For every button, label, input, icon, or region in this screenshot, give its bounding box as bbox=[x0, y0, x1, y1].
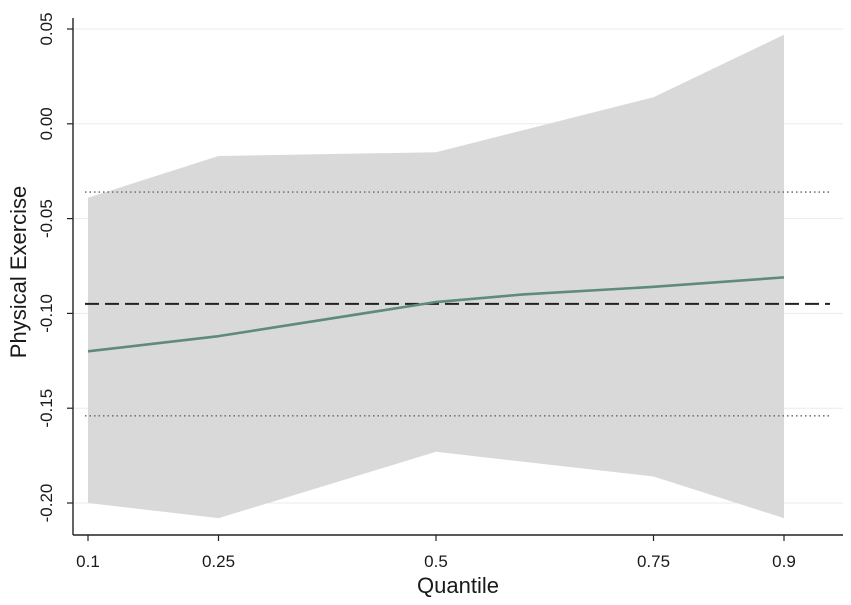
x-tick-label-1: 0.25 bbox=[202, 552, 235, 571]
reference-lines bbox=[85, 191, 830, 417]
confidence-band-area bbox=[88, 34, 784, 519]
y-tick-label-4: 0.00 bbox=[37, 107, 56, 140]
confidence-band bbox=[88, 34, 784, 519]
y-axis-ticks: -0.20 -0.15 -0.10 -0.05 0.00 0.05 bbox=[37, 12, 73, 522]
x-tick-label-2: 0.5 bbox=[424, 552, 448, 571]
quantile-coefficient-line bbox=[87, 276, 785, 353]
axes bbox=[72, 18, 843, 536]
x-axis-title: Quantile bbox=[417, 573, 499, 598]
y-tick-label-3: -0.05 bbox=[37, 199, 56, 238]
x-tick-label-4: 0.9 bbox=[772, 552, 796, 571]
x-tick-label-0: 0.1 bbox=[76, 552, 100, 571]
y-tick-label-0: -0.20 bbox=[37, 484, 56, 523]
coefficient-line bbox=[87, 276, 785, 353]
y-tick-label-2: -0.10 bbox=[37, 294, 56, 333]
y-tick-label-5: 0.05 bbox=[37, 12, 56, 45]
x-axis-ticks: 0.1 0.25 0.5 0.75 0.9 bbox=[76, 535, 796, 571]
y-axis-title: Physical Exercise bbox=[6, 186, 31, 358]
x-tick-label-3: 0.75 bbox=[637, 552, 670, 571]
y-tick-label-1: -0.15 bbox=[37, 389, 56, 428]
